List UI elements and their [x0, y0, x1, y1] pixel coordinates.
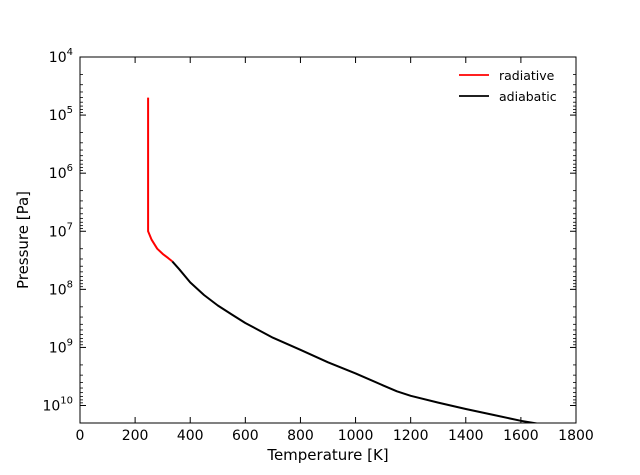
y-tick-label: 106 [49, 163, 73, 182]
legend-label-radiative: radiative [499, 68, 555, 83]
y-tick-label: 107 [49, 221, 73, 240]
x-tick-label: 400 [177, 428, 204, 444]
x-tick-label: 1000 [338, 428, 374, 444]
x-tick-labels: 0 200 400 600 800 1000 1200 1400 1600 1800 [76, 428, 594, 444]
x-tick-label: 200 [122, 428, 149, 444]
y-tick-labels: 104 105 106 107 108 109 1010 [42, 47, 73, 415]
y-tick-label: 109 [49, 337, 73, 356]
x-tick-label: 1800 [558, 428, 594, 444]
x-tick-label: 1200 [393, 428, 429, 444]
x-tick-label: 0 [76, 428, 85, 444]
x-tick-label: 1600 [503, 428, 539, 444]
y-tick-label: 104 [49, 47, 73, 66]
legend-label-adiabatic: adiabatic [499, 89, 557, 104]
x-tick-label: 600 [232, 428, 259, 444]
y-axis-label: Pressure [Pa] [14, 191, 32, 289]
y-tick-label: 105 [49, 105, 73, 124]
x-axis-label: Temperature [K] [266, 446, 388, 464]
series-layer [147, 97, 541, 423]
x-tick-label: 1400 [448, 428, 484, 444]
y-tick-label: 108 [49, 279, 73, 298]
series-line-adiabatic [171, 260, 541, 423]
plot-frame [79, 56, 577, 424]
y-tick-label: 1010 [42, 396, 73, 415]
legend: radiative adiabatic [459, 68, 557, 104]
x-tick-label: 800 [287, 428, 314, 444]
series-line-radiative [147, 97, 173, 263]
